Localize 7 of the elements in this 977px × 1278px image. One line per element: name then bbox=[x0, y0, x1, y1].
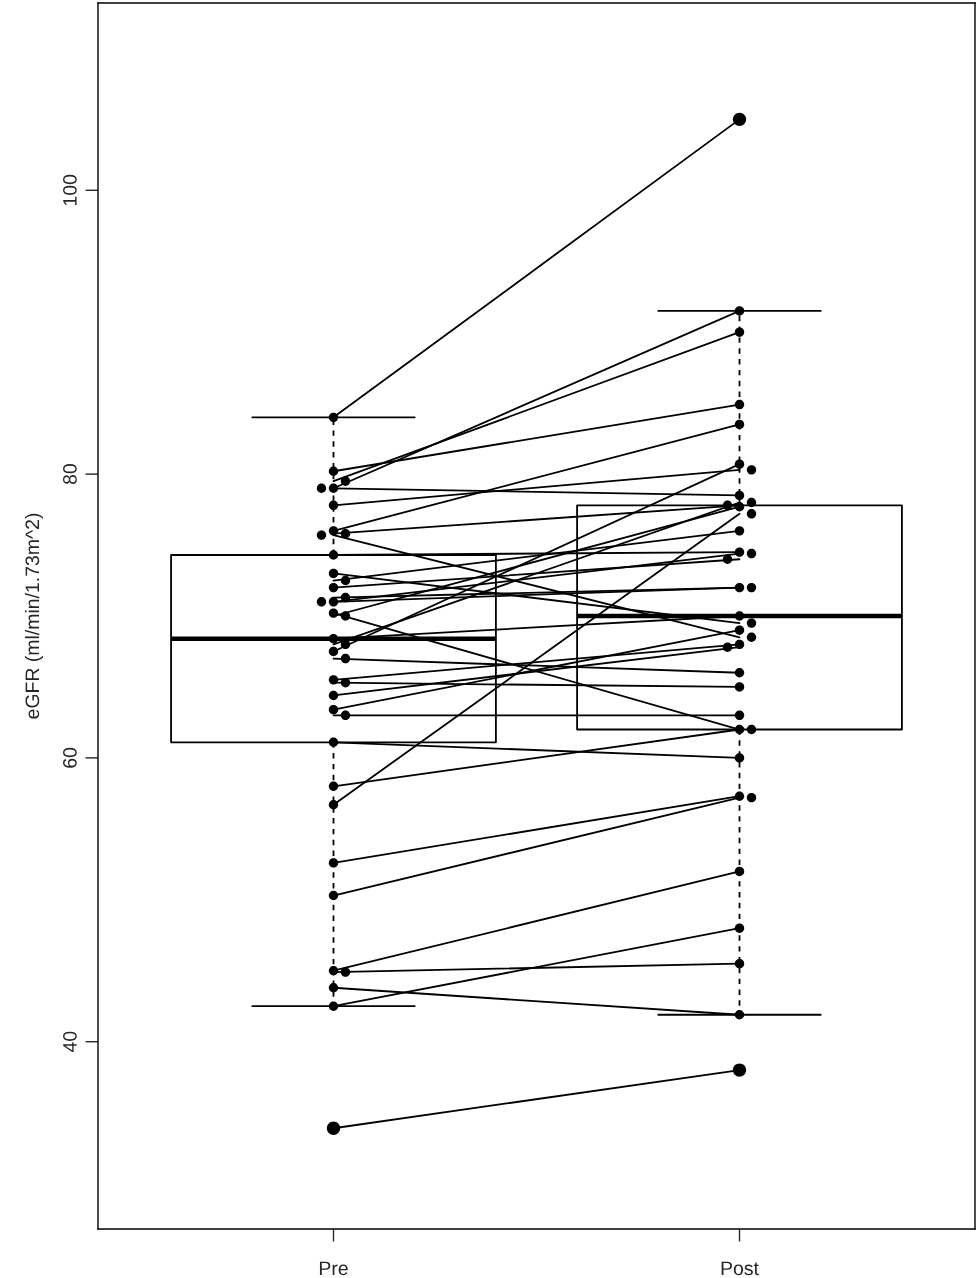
y-tick-label: 40 bbox=[63, 1031, 77, 1053]
y-axis-title: eGFR (ml/min/1.73m^2) bbox=[24, 513, 44, 719]
x-tick-label: Pre bbox=[319, 1261, 348, 1276]
x-tick-label: Post bbox=[721, 1261, 759, 1276]
y-tick-label: 60 bbox=[63, 747, 77, 768]
y-tick-label: 100 bbox=[63, 174, 77, 206]
y-tick-label: 80 bbox=[63, 464, 77, 485]
